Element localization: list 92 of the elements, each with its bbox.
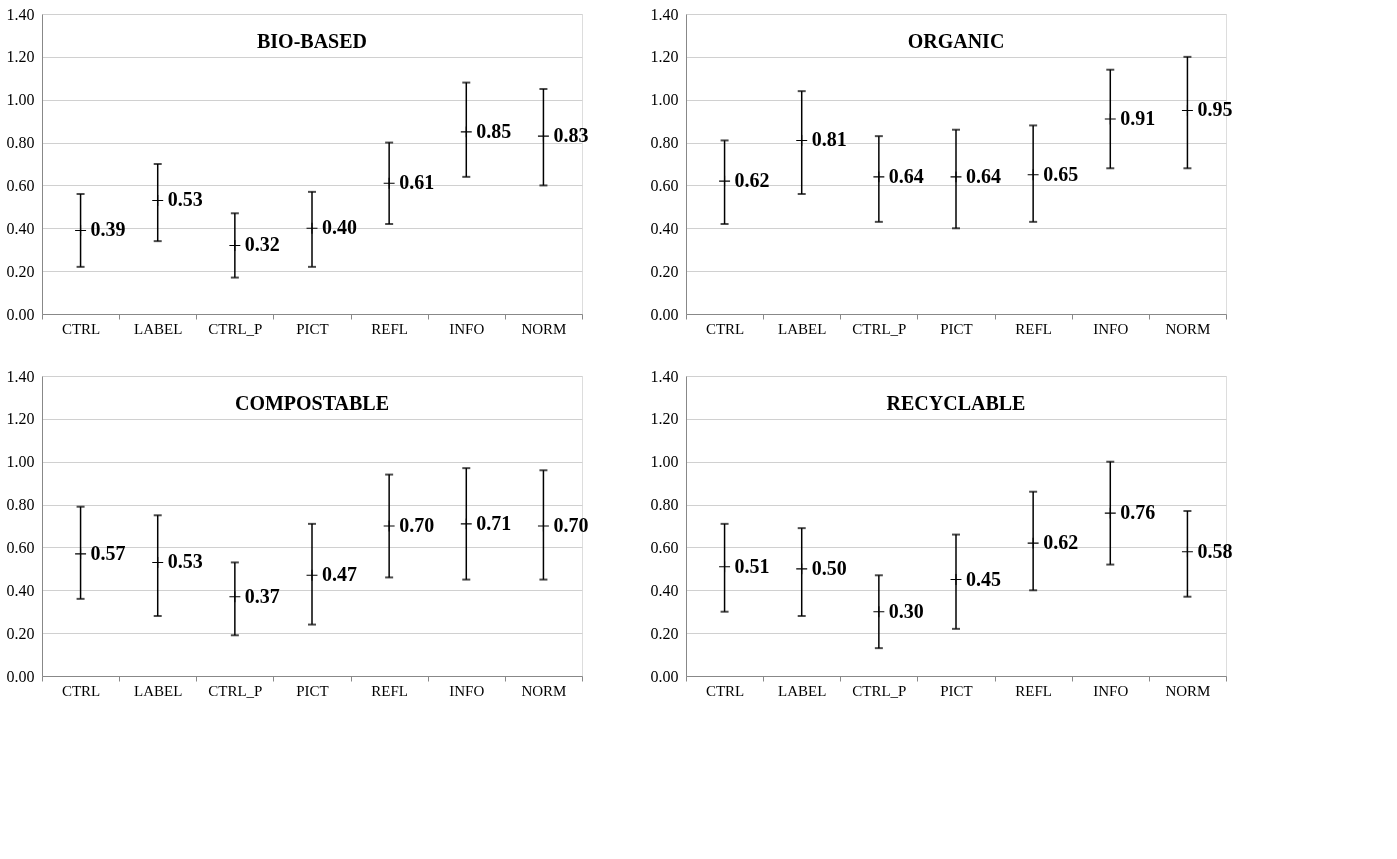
x-tick-label: CTRL_P [208,320,263,337]
data-label: 0.62 [734,169,770,192]
data-label: 0.30 [888,599,924,622]
y-tick-label: 0.80 [6,134,35,152]
y-tick-label: 1.40 [6,5,35,23]
y-tick-label: 0.80 [650,134,679,152]
data-label: 0.91 [1120,107,1156,129]
x-tick-label: REFL [1015,320,1052,337]
x-tick-label: NORM [1165,682,1211,699]
y-tick-label: 0.40 [650,581,679,599]
y-tick-label: 0.00 [650,305,679,323]
y-tick-label: 0.20 [6,262,35,280]
x-tick-label: CTRL [61,682,101,699]
x-tick-label: REFL [371,682,408,699]
data-label: 0.61 [399,171,435,194]
x-tick-label: CTRL [705,682,745,699]
y-tick-label: 1.20 [650,48,679,66]
y-tick-label: 1.20 [6,410,35,428]
data-label: 0.50 [811,556,847,579]
y-tick-label: 0.00 [6,305,35,323]
data-label: 0.95 [1197,98,1233,121]
data-label: 0.39 [90,218,126,241]
x-tick-label: NORM [521,320,567,337]
x-tick-label: CTRL [61,320,101,337]
data-label: 0.40 [322,216,357,239]
y-tick-label: 1.00 [6,91,35,109]
x-tick-label: INFO [449,320,485,337]
x-tick-label: LABEL [778,320,827,337]
y-tick-label: 1.00 [650,453,679,471]
x-tick-label: NORM [1165,320,1211,337]
data-label: 0.71 [476,511,512,534]
y-tick-label: 0.00 [6,667,35,685]
data-label: 0.65 [1043,162,1079,185]
x-tick-label: CTRL_P [208,682,263,699]
y-tick-label: 0.60 [650,176,679,194]
text: COMPOSTABLE [234,392,390,414]
y-tick-label: 0.80 [6,496,35,514]
data-label: 0.85 [476,119,512,142]
y-tick-label: 0.20 [650,262,679,280]
data-label: 0.47 [322,563,357,586]
y-tick-label: 1.00 [650,91,679,109]
data-label: 0.70 [399,514,435,536]
x-tick-label: PICT [940,682,973,699]
y-tick-label: 0.00 [650,667,679,685]
y-tick-label: 0.40 [6,581,35,599]
x-tick-label: PICT [296,682,329,699]
text: ORGANIC [907,30,1005,52]
x-tick-label: CTRL_P [852,682,907,699]
y-tick-label: 1.00 [6,453,35,471]
y-tick-label: 0.60 [650,538,679,556]
text: BIO-BASED [256,30,368,52]
data-label: 0.83 [553,124,589,147]
x-tick-label: CTRL_P [852,320,907,337]
y-tick-label: 0.60 [6,176,35,194]
y-tick-label: 1.20 [6,48,35,66]
x-tick-label: REFL [1015,682,1052,699]
data-label: 0.64 [888,164,924,187]
x-tick-label: INFO [1093,682,1129,699]
x-tick-label: LABEL [134,682,183,699]
y-tick-label: 0.20 [6,624,35,642]
data-label: 0.70 [553,514,589,536]
data-label: 0.32 [244,233,280,256]
data-label: 0.57 [90,541,126,564]
text: RECYCLABLE [886,392,1026,414]
x-tick-label: CTRL [705,320,745,337]
x-tick-label: INFO [1093,320,1129,337]
y-tick-label: 0.80 [650,496,679,514]
data-label: 0.64 [966,164,1001,187]
data-label: 0.81 [811,128,847,151]
y-tick-label: 0.60 [6,538,35,556]
y-tick-label: 0.40 [650,219,679,237]
data-label: 0.58 [1197,539,1233,562]
y-tick-label: 1.20 [650,410,679,428]
x-tick-label: NORM [521,682,567,699]
x-tick-label: REFL [371,320,408,337]
x-tick-label: LABEL [778,682,827,699]
y-tick-label: 1.40 [6,367,35,385]
y-tick-label: 0.40 [6,219,35,237]
x-tick-label: PICT [940,320,973,337]
x-tick-label: INFO [449,682,485,699]
data-label: 0.62 [1043,531,1079,554]
data-label: 0.45 [966,567,1001,590]
data-label: 0.53 [167,188,203,211]
data-label: 0.37 [244,584,280,607]
x-tick-label: LABEL [134,320,183,337]
y-tick-label: 1.40 [650,367,679,385]
data-label: 0.76 [1120,501,1156,524]
y-tick-label: 1.40 [650,5,679,23]
x-tick-label: PICT [296,320,329,337]
data-label: 0.51 [734,554,770,577]
y-tick-label: 0.20 [650,624,679,642]
data-label: 0.53 [167,550,203,573]
